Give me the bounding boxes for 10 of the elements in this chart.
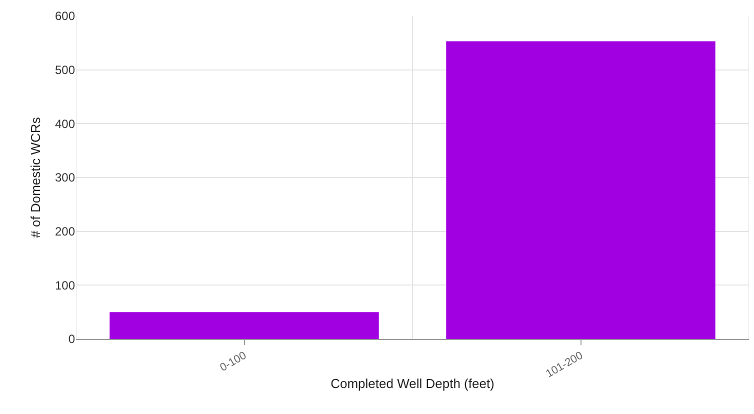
y-tick-label: 0 bbox=[68, 332, 76, 346]
y-tick-label: 600 bbox=[54, 9, 76, 24]
y-axis-title: # of Domestic WCRs bbox=[28, 116, 43, 238]
y-tick-label: 100 bbox=[54, 278, 76, 292]
y-tick-label: 500 bbox=[54, 63, 76, 78]
y-tick-label: 300 bbox=[54, 170, 76, 185]
y-tick-label: 400 bbox=[54, 116, 76, 131]
x-tick-label: 0-100 bbox=[218, 350, 248, 374]
x-axis-title: Completed Well Depth (feet) bbox=[330, 376, 494, 391]
y-tick-label: 200 bbox=[54, 224, 76, 239]
